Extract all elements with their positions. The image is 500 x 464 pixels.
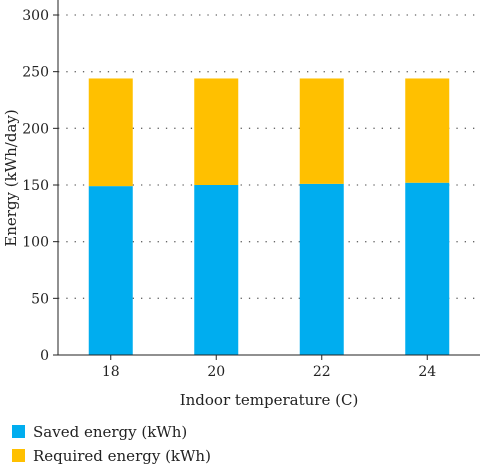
y-tick-label: 50 <box>31 291 49 307</box>
x-tick-label: 20 <box>207 364 225 380</box>
bar-saved-20 <box>194 185 239 355</box>
bar-required-24 <box>405 78 450 183</box>
x-ticks: 18 20 22 24 <box>102 355 436 380</box>
legend: Saved energy (kWh) Required energy (kWh) <box>12 423 211 464</box>
y-tick-label: 100 <box>22 235 49 251</box>
y-tick-label: 250 <box>22 65 49 81</box>
legend-label-required: Required energy (kWh) <box>33 447 211 464</box>
y-tick-label: 0 <box>40 348 49 364</box>
bar-required-18 <box>88 78 133 187</box>
bar-required-22 <box>299 78 344 184</box>
legend-swatch-saved <box>12 425 25 438</box>
bar-saved-18 <box>88 186 133 355</box>
bar-saved-22 <box>299 183 344 355</box>
legend-swatch-required <box>12 449 25 462</box>
y-tick-label: 150 <box>22 178 49 194</box>
x-tick-label: 22 <box>313 364 331 380</box>
legend-label-saved: Saved energy (kWh) <box>33 423 187 441</box>
x-axis-title: Indoor temperature (C) <box>180 391 359 409</box>
bar-required-20 <box>194 78 239 185</box>
y-axis-title: Energy (kWh/day) <box>2 109 20 246</box>
y-tick-label: 300 <box>22 8 49 24</box>
y-ticks: 0 50 100 150 200 250 300 <box>22 8 58 364</box>
x-tick-label: 24 <box>418 364 436 380</box>
bars <box>88 78 450 355</box>
bar-saved-24 <box>405 182 450 355</box>
y-tick-label: 200 <box>22 121 49 137</box>
x-tick-label: 18 <box>102 364 120 380</box>
